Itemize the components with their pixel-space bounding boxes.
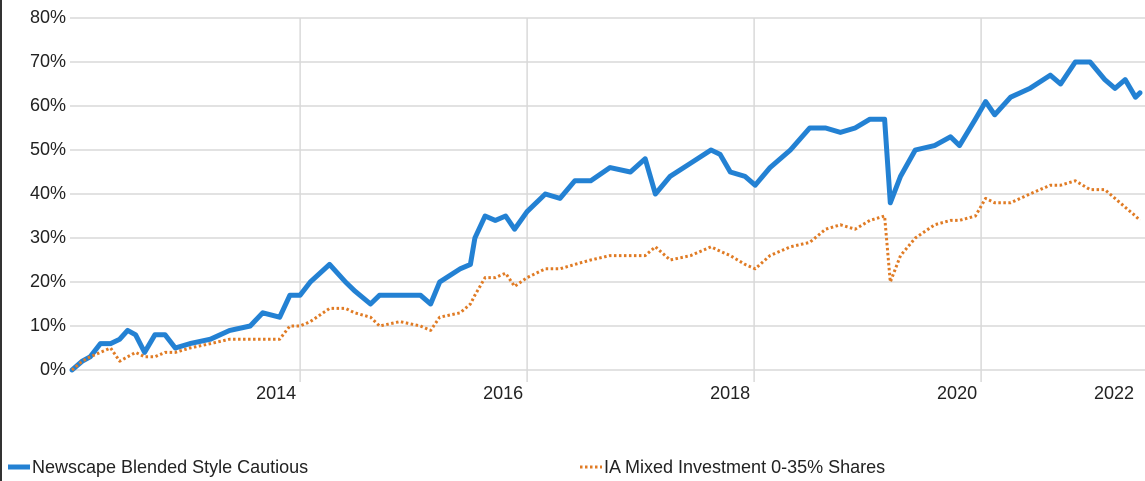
x-tick-label: 2022 <box>1094 383 1134 403</box>
y-tick-label: 70% <box>30 51 66 71</box>
y-tick-label: 30% <box>30 227 66 247</box>
legend-label: IA Mixed Investment 0-35% Shares <box>604 457 885 477</box>
y-tick-label: 40% <box>30 183 66 203</box>
y-tick-label: 60% <box>30 95 66 115</box>
y-tick-label: 10% <box>30 315 66 335</box>
x-tick-label: 2016 <box>483 383 523 403</box>
x-tick-label: 2014 <box>256 383 296 403</box>
y-tick-label: 80% <box>30 7 66 27</box>
legend-label: Newscape Blended Style Cautious <box>32 457 308 477</box>
y-tick-label: 0% <box>40 359 66 379</box>
y-tick-label: 50% <box>30 139 66 159</box>
series-line <box>69 59 1143 373</box>
y-tick-label: 20% <box>30 271 66 291</box>
x-tick-label: 2018 <box>710 383 750 403</box>
series-line <box>71 179 1142 372</box>
x-tick-label: 2020 <box>937 383 977 403</box>
